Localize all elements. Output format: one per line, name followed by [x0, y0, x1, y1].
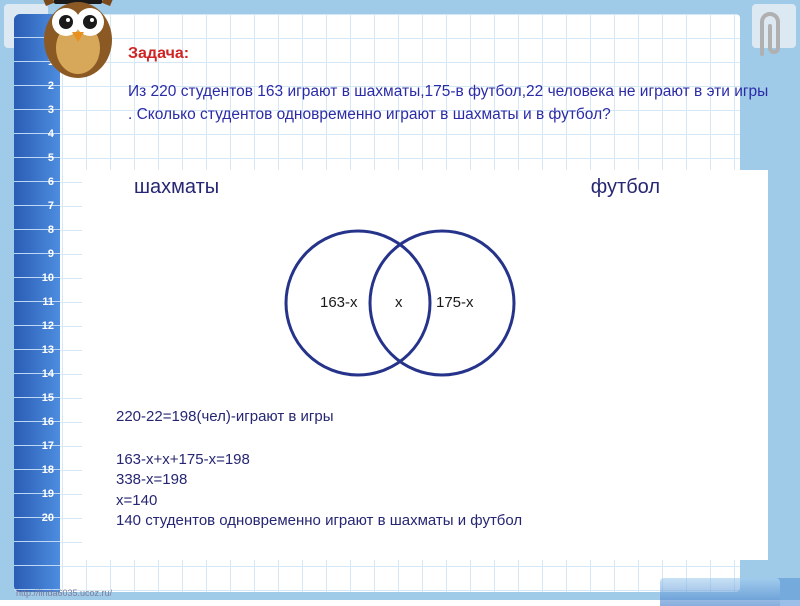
venn-left-label: шахматы — [134, 176, 219, 199]
venn-diagram: 163-x x 175-x — [250, 208, 550, 388]
ruler-number: 18 — [42, 464, 54, 476]
venn-mid-value: x — [395, 294, 403, 311]
ruler-number: 19 — [42, 488, 54, 500]
bottom-decor — [660, 578, 780, 606]
ruler-number: 3 — [48, 104, 54, 116]
ruler-number: 7 — [48, 200, 54, 212]
problem-text: Из 220 студентов 163 играют в шахматы,17… — [128, 80, 776, 127]
ruler-number: 15 — [42, 392, 54, 404]
ruler-number: 12 — [42, 320, 54, 332]
ruler-number: 14 — [42, 368, 54, 380]
ruler-number: 6 — [48, 176, 54, 188]
ruler-number: 16 — [42, 416, 54, 428]
ruler: 1234567891011121314151617181920 — [14, 14, 60, 592]
ruler-number: 17 — [42, 440, 54, 452]
ruler-number: 20 — [42, 512, 54, 524]
solution-line: x=140 — [116, 491, 522, 511]
ruler-number: 11 — [42, 296, 54, 308]
ruler-number: 5 — [48, 152, 54, 164]
venn-left-value: 163-x — [320, 294, 358, 311]
ruler-number: 13 — [42, 344, 54, 356]
venn-right-label: футбол — [591, 176, 660, 199]
solution-line: 140 студентов одновременно играют в шахм… — [116, 511, 522, 531]
calc-line: 220-22=198(чел)-играют в игры — [116, 408, 334, 425]
ruler-number: 8 — [48, 224, 54, 236]
content-area: Задача: Из 220 студентов 163 играют в ша… — [128, 42, 776, 145]
footer-url: http://linda6035.ucoz.ru/ — [16, 588, 112, 598]
solution-block: 163-x+x+175-x=198 338-x=198 x=140 140 ст… — [116, 450, 522, 531]
owl-mascot — [32, 0, 124, 84]
ruler-number: 9 — [48, 248, 54, 260]
task-label: Задача: — [128, 42, 776, 66]
ruler-number: 4 — [48, 128, 54, 140]
venn-right-value: 175-x — [436, 294, 474, 311]
solution-line: 163-x+x+175-x=198 — [116, 450, 522, 470]
solution-line: 338-x=198 — [116, 470, 522, 490]
ruler-number: 10 — [42, 272, 54, 284]
